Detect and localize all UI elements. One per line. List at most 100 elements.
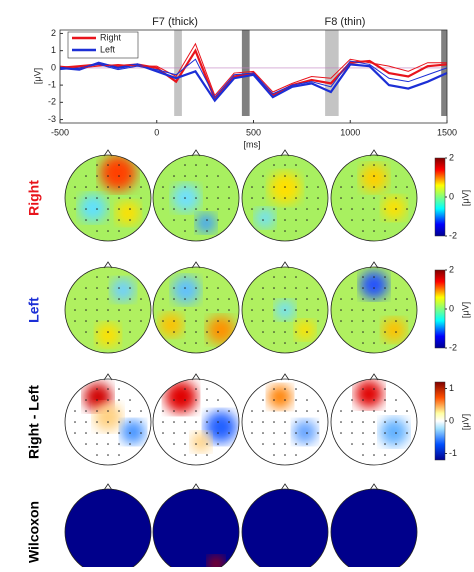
electrode [107, 197, 109, 199]
electrode [217, 432, 219, 434]
electrode [85, 320, 87, 322]
electrode [262, 421, 264, 423]
electrode [395, 186, 397, 188]
electrode [406, 410, 408, 412]
electrode [107, 230, 109, 232]
electrode [284, 399, 286, 401]
electrode [85, 219, 87, 221]
electrode [118, 230, 120, 232]
electrode [173, 443, 175, 445]
topo-blob [79, 194, 107, 222]
electrode [173, 421, 175, 423]
electrode [262, 320, 264, 322]
electrode [395, 320, 397, 322]
nose [103, 373, 113, 381]
topo-blob [295, 320, 315, 340]
electrode [406, 197, 408, 199]
electrode [195, 320, 197, 322]
electrode [373, 421, 375, 423]
electrode [217, 298, 219, 300]
electrode [384, 175, 386, 177]
electrode [96, 399, 98, 401]
x-tick-label: -500 [51, 127, 69, 137]
electrode [107, 287, 109, 289]
electrode [395, 331, 397, 333]
electrode [206, 320, 208, 322]
electrode [129, 410, 131, 412]
electrode [373, 197, 375, 199]
electrode [373, 342, 375, 344]
nose [280, 373, 290, 381]
electrode [295, 342, 297, 344]
electrode [351, 331, 353, 333]
electrode [184, 197, 186, 199]
electrode [74, 309, 76, 311]
nose [369, 483, 379, 491]
electrode [306, 197, 308, 199]
electrode [96, 320, 98, 322]
electrode [362, 164, 364, 166]
electrode [228, 208, 230, 210]
electrode [96, 454, 98, 456]
electrode [351, 421, 353, 423]
nose [369, 261, 379, 269]
electrode [184, 342, 186, 344]
topo-head [331, 267, 417, 353]
electrode [351, 287, 353, 289]
nose [191, 483, 201, 491]
electrode [295, 230, 297, 232]
electrode [251, 197, 253, 199]
y-tick-label: 1 [51, 45, 56, 55]
electrode [295, 186, 297, 188]
electrode [362, 421, 364, 423]
electrode [162, 186, 164, 188]
electrode [317, 298, 319, 300]
electrode [85, 399, 87, 401]
electrode [140, 197, 142, 199]
topo-blob [94, 403, 122, 431]
electrode [284, 388, 286, 390]
electrode [96, 197, 98, 199]
topo-maps: Right -2 0 2 [μV] Left -2 0 2 [μV] Right - Left -1 0… [26, 149, 470, 572]
electrode [173, 331, 175, 333]
electrode [317, 186, 319, 188]
electrode [284, 410, 286, 412]
electrode [251, 410, 253, 412]
electrode [195, 276, 197, 278]
electrode [217, 410, 219, 412]
electrode [173, 175, 175, 177]
electrode [162, 197, 164, 199]
electrode [184, 230, 186, 232]
electrode [262, 399, 264, 401]
electrode [362, 276, 364, 278]
electrode [351, 219, 353, 221]
electrode [195, 443, 197, 445]
electrode [96, 164, 98, 166]
electrode [406, 432, 408, 434]
electrode [162, 298, 164, 300]
electrode [195, 230, 197, 232]
electrode [273, 399, 275, 401]
electrode [306, 287, 308, 289]
electrode [195, 331, 197, 333]
electrode [262, 287, 264, 289]
electrode [306, 421, 308, 423]
electrode [107, 298, 109, 300]
electrode [251, 208, 253, 210]
electrode [295, 421, 297, 423]
electrode [351, 320, 353, 322]
electrode [373, 276, 375, 278]
electrode [96, 331, 98, 333]
electrode [340, 186, 342, 188]
electrode [118, 443, 120, 445]
electrode [340, 320, 342, 322]
shaded-window [325, 30, 339, 116]
electrode [295, 331, 297, 333]
head-outline [241, 488, 329, 572]
row-label: Right [26, 180, 42, 216]
electrode [395, 287, 397, 289]
electrode [118, 342, 120, 344]
electrode [140, 421, 142, 423]
nose [103, 261, 113, 269]
electrode [362, 197, 364, 199]
